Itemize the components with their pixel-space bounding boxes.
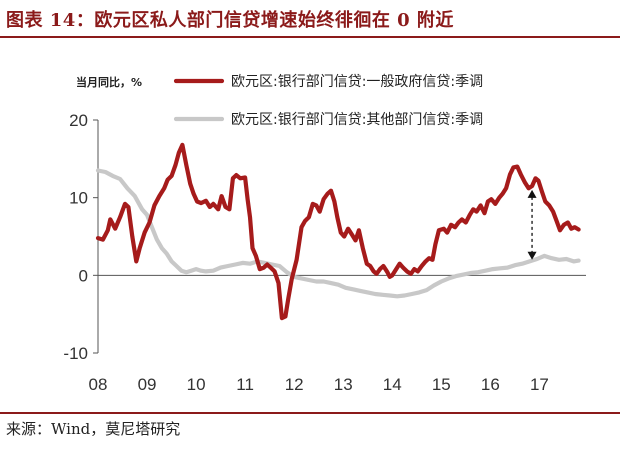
x-tick-label: 10 — [187, 375, 206, 394]
y-tick-label: 20 — [69, 111, 88, 130]
x-tick-label: 12 — [285, 375, 304, 394]
legend-label-2: 欧元区:银行部门信贷:其他部门信贷:季调 — [231, 112, 483, 128]
source-note: 来源：Wind，莫尼塔研究 — [6, 420, 181, 438]
y-tick-label: 0 — [79, 266, 88, 285]
series-lines — [95, 142, 581, 321]
unit-label: 当月同比，% — [76, 75, 142, 89]
x-tick-label: 14 — [383, 375, 402, 394]
annotation-arrow-head-down — [527, 251, 537, 260]
y-tick-label: 10 — [69, 189, 88, 208]
x-tick-label: 11 — [236, 375, 254, 394]
x-tick-label: 08 — [89, 375, 108, 394]
x-tick-label: 15 — [432, 375, 451, 394]
title-bar: 图表 14：欧元区私人部门信贷增速始终徘徊在 0 附近 — [0, 0, 620, 38]
x-tick-label: 09 — [138, 375, 157, 394]
x-tick-label: 16 — [481, 375, 500, 394]
chart-title: 图表 14：欧元区私人部门信贷增速始终徘徊在 0 附近 — [6, 10, 454, 31]
x-tick-label: 13 — [334, 375, 353, 394]
footer-divider — [0, 412, 620, 414]
annotation-arrow-head-up — [527, 189, 537, 198]
x-tick-label: 17 — [530, 375, 549, 394]
legend-label-1: 欧元区:银行部门信贷:一般政府信贷:季调 — [231, 74, 483, 90]
series-line-1 — [95, 142, 581, 321]
y-tick-label: -10 — [63, 344, 88, 363]
series-line-2 — [95, 168, 581, 299]
